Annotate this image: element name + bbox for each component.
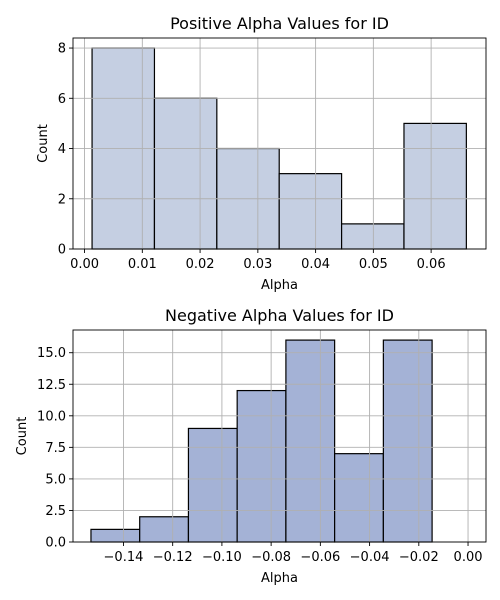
- x-tick-label: 0.00: [454, 550, 483, 565]
- y-tick-label: 6: [58, 92, 66, 107]
- histogram-bar: [340, 223, 405, 250]
- y-tick-label: 12.5: [37, 378, 66, 393]
- chart-title: Negative Alpha Values for ID: [165, 306, 394, 325]
- x-tick-label: −0.08: [251, 550, 291, 565]
- y-tick-label: 7.5: [45, 441, 66, 456]
- x-tick-label: 0.03: [243, 257, 272, 272]
- y-tick-label: 4: [58, 142, 66, 157]
- x-tick-label: −0.06: [300, 550, 340, 565]
- x-tick-label: 0.04: [301, 257, 330, 272]
- x-tick-label: −0.02: [399, 550, 439, 565]
- x-axis-label: Alpha: [261, 278, 298, 293]
- y-tick-label: 0: [58, 243, 66, 258]
- y-tick-label: 10.0: [37, 409, 66, 424]
- x-tick-label: 0.01: [128, 257, 157, 272]
- histogram-bar: [278, 173, 343, 250]
- plot-frame: [72, 329, 487, 543]
- histogram-bar: [139, 516, 190, 543]
- x-tick-label: −0.04: [350, 550, 390, 565]
- y-tick-label: 0.0: [45, 536, 66, 551]
- y-axis-label: Count: [15, 417, 30, 456]
- y-tick-label: 2.5: [45, 504, 66, 519]
- x-tick-label: −0.14: [104, 550, 144, 565]
- histogram-bar: [403, 122, 467, 250]
- y-tick-label: 5.0: [45, 472, 66, 487]
- histogram-bar: [90, 528, 141, 543]
- x-tick-label: 0.02: [186, 257, 215, 272]
- chart-title: Positive Alpha Values for ID: [170, 14, 389, 33]
- histogram-bar: [334, 453, 384, 543]
- y-tick-label: 2: [58, 192, 66, 207]
- x-tick-label: −0.12: [153, 550, 193, 565]
- plot-frame: [72, 37, 487, 250]
- y-axis-label: Count: [36, 124, 51, 163]
- x-tick-label: 0.06: [417, 257, 446, 272]
- x-axis-label: Alpha: [261, 571, 298, 586]
- chart-2: −0.14 −0.12 −0.10 −0.08 −0.06 −0.04 −0.02 0.00 0…: [15, 306, 487, 586]
- x-tick-label: 0.05: [359, 257, 388, 272]
- chart-1: 0.00 0.01 0.02 0.03 0.04 0.05 0.06 0 2 4 6 8 Positiv…: [36, 14, 487, 293]
- histogram-bar: [153, 97, 218, 250]
- y-tick-label: 15.0: [37, 346, 66, 361]
- x-tick-label: −0.10: [202, 550, 242, 565]
- histogram-bar: [187, 427, 238, 543]
- x-tick-label: 0.00: [70, 257, 99, 272]
- histogram-bar: [285, 339, 336, 543]
- histogram-bar: [382, 339, 433, 543]
- histogram-bar: [236, 389, 287, 543]
- y-tick-label: 8: [58, 42, 66, 57]
